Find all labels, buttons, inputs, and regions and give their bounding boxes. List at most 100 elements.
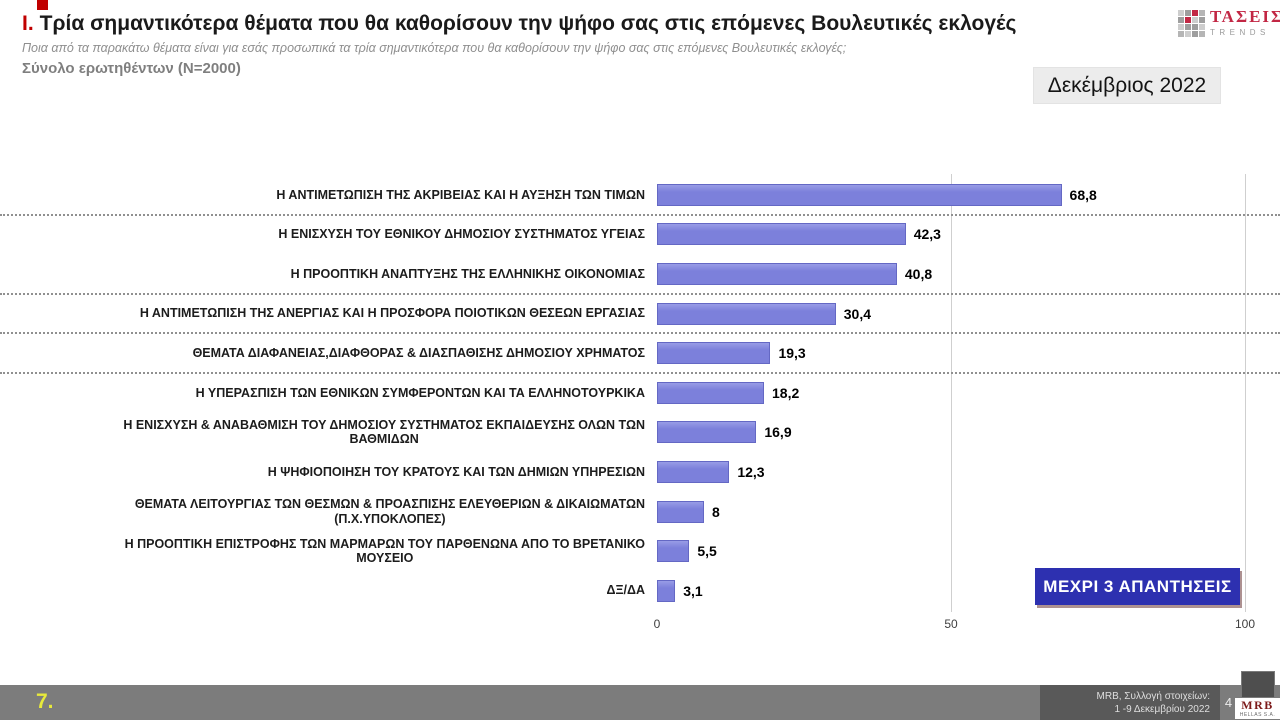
category-label: ΘΕΜΑΤΑ ΔΙΑΦΑΝΕΙΑΣ,ΔΙΑΦΘΟΡΑΣ & ΔΙΑΣΠΑΘΙΣΗ… — [192, 345, 645, 360]
bar — [657, 421, 757, 444]
category-label-cell: ΘΕΜΑΤΑ ΛΕΙΤΟΥΡΓΙΑΣ ΤΩΝ ΘΕΣΜΩΝ & ΠΡΟΑΣΠΙΣ… — [0, 497, 657, 526]
category-label: Η ΨΗΦΙΟΠΟΙΗΣΗ ΤΟΥ ΚΡΑΤΟΥΣ ΚΑΙ ΤΩΝ ΔΗΜΙΩΝ… — [267, 464, 645, 479]
taseis-logo-sub: TRENDS — [1210, 28, 1270, 37]
category-label-cell: Η ΕΝΙΣΧΥΣΗ & ΑΝΑΒΑΘΜΙΣΗ ΤΟΥ ΔΗΜΟΣΙΟΥ ΣΥΣ… — [0, 418, 657, 447]
value-label: 16,9 — [764, 424, 792, 441]
bar — [657, 183, 1062, 206]
mosaic-square — [1185, 31, 1191, 37]
taseis-mosaic-icon — [1178, 10, 1205, 37]
value-label: 68,8 — [1069, 186, 1097, 203]
mrb-logo-textbox: MRB HELLAS S.A. — [1235, 698, 1280, 719]
category-label: Η ΥΠΕΡΑΣΠΙΣΗ ΤΩΝ ΕΘΝΙΚΩΝ ΣΥΜΦΕΡΟΝΤΩΝ ΚΑΙ… — [195, 385, 645, 400]
gridline-100 — [1245, 174, 1246, 612]
mosaic-square — [1178, 31, 1184, 37]
value-label: 30,4 — [843, 305, 871, 322]
title-prefix: Ι. — [22, 12, 34, 35]
mosaic-square — [1185, 17, 1191, 23]
chart-row: ΘΕΜΑΤΑ ΛΕΙΤΟΥΡΓΙΑΣ ΤΩΝ ΘΕΣΜΩΝ & ΠΡΟΑΣΠΙΣ… — [0, 492, 1280, 532]
bar — [657, 579, 676, 602]
bar — [657, 262, 897, 285]
bar — [657, 342, 771, 365]
mosaic-square — [1178, 10, 1184, 16]
x-axis-tick: 100 — [1234, 617, 1256, 631]
bar — [657, 302, 836, 325]
chart-row: ΔΞ/ΔΑ 3,1 — [0, 571, 1280, 611]
category-label-cell: Η ΥΠΕΡΑΣΠΙΣΗ ΤΩΝ ΕΘΝΙΚΩΝ ΣΥΜΦΕΡΟΝΤΩΝ ΚΑΙ… — [0, 386, 657, 401]
category-label: Η ΠΡΟΟΠΤΙΚΗ ΑΝΑΠΤΥΞΗΣ ΤΗΣ ΕΛΛΗΝΙΚΗΣ ΟΙΚΟ… — [290, 266, 645, 281]
mrb-logo-mark-icon — [1240, 671, 1275, 698]
question-subtitle: Ποια από τα παρακάτω θέματα είναι για εσ… — [22, 41, 847, 55]
mosaic-square — [1178, 17, 1184, 23]
bar — [657, 500, 705, 523]
value-label: 5,5 — [697, 543, 717, 560]
mosaic-square — [1185, 24, 1191, 30]
category-label-cell: Η ΠΡΟΟΠΤΙΚΗ ΑΝΑΠΤΥΞΗΣ ΤΗΣ ΕΛΛΗΝΙΚΗΣ ΟΙΚΟ… — [0, 267, 657, 282]
mosaic-square — [1199, 17, 1205, 23]
category-label: Η ΑΝΤΙΜΕΤΩΠΙΣΗ ΤΗΣ ΑΚΡΙΒΕΙΑΣ ΚΑΙ Η ΑΥΞΗΣ… — [276, 187, 645, 202]
mosaic-square — [1199, 31, 1205, 37]
category-label-cell: ΘΕΜΑΤΑ ΔΙΑΦΑΝΕΙΑΣ,ΔΙΑΦΘΟΡΑΣ & ΔΙΑΣΠΑΘΙΣΗ… — [0, 346, 657, 361]
chart-row: Η ΠΡΟΟΠΤΙΚΗ ΕΠΙΣΤΡΟΦΗΣ ΤΩΝ ΜΑΡΜΑΡΩΝ ΤΟΥ … — [0, 531, 1280, 571]
mrb-logo-sub: HELLAS S.A. — [1239, 712, 1276, 718]
sample-size-label: Σύνολο ερωτηθέντων (N=2000) — [22, 60, 241, 77]
page-number: 4 — [1224, 695, 1233, 710]
mosaic-square — [1192, 17, 1198, 23]
mrb-logo: MRB HELLAS S.A. — [1235, 671, 1280, 720]
footer-source-box: MRB, Συλλογή στοιχείων: 1 -9 Δεκεμβρίου … — [1040, 685, 1220, 720]
category-label-cell: Η ΠΡΟΟΠΤΙΚΗ ΕΠΙΣΤΡΟΦΗΣ ΤΩΝ ΜΑΡΜΑΡΩΝ ΤΟΥ … — [0, 537, 657, 566]
page-title: Ι. Τρία σημαντικότερα θέματα που θα καθορ… — [22, 12, 1162, 36]
chart-row: Η ΠΡΟΟΠΤΙΚΗ ΑΝΑΠΤΥΞΗΣ ΤΗΣ ΕΛΛΗΝΙΚΗΣ ΟΙΚΟ… — [0, 254, 1280, 294]
answers-limit-badge: ΜΕΧΡΙ 3 ΑΠΑΝΤΗΣΕΙΣ — [1035, 568, 1240, 605]
slide-number-marker: 7. — [36, 690, 54, 713]
category-label-cell: Η ΕΝΙΣΧΥΣΗ ΤΟΥ ΕΘΝΙΚΟΥ ΔΗΜΟΣΙΟΥ ΣΥΣΤΗΜΑΤ… — [0, 227, 657, 242]
value-label: 3,1 — [683, 582, 703, 599]
taseis-logo-text: ΤΑΣΕΙΣ TRENDS — [1210, 7, 1280, 38]
mosaic-square — [1192, 24, 1198, 30]
category-label: ΘΕΜΑΤΑ ΛΕΙΤΟΥΡΓΙΑΣ ΤΩΝ ΘΕΣΜΩΝ & ΠΡΟΑΣΠΙΣ… — [134, 497, 645, 526]
chart-row: Η ΕΝΙΣΧΥΣΗ ΤΟΥ ΕΘΝΙΚΟΥ ΔΗΜΟΣΙΟΥ ΣΥΣΤΗΜΑΤ… — [0, 215, 1280, 255]
value-label: 12,3 — [737, 463, 765, 480]
bar — [657, 540, 690, 563]
footer-source-line2: 1 -9 Δεκεμβρίου 2022 — [1114, 703, 1210, 715]
category-label-cell: ΔΞ/ΔΑ — [0, 583, 657, 598]
date-badge: Δεκέμβριος 2022 — [1033, 67, 1221, 104]
category-label-cell: Η ΑΝΤΙΜΕΤΩΠΙΣΗ ΤΗΣ ΑΚΡΙΒΕΙΑΣ ΚΑΙ Η ΑΥΞΗΣ… — [0, 188, 657, 203]
value-label: 40,8 — [904, 265, 933, 282]
mosaic-square — [1199, 24, 1205, 30]
value-label: 42,3 — [913, 226, 941, 243]
chart-row: Η ΨΗΦΙΟΠΟΙΗΣΗ ΤΟΥ ΚΡΑΤΟΥΣ ΚΑΙ ΤΩΝ ΔΗΜΙΩΝ… — [0, 452, 1280, 492]
bar — [657, 460, 730, 483]
category-label: Η ΠΡΟΟΠΤΙΚΗ ΕΠΙΣΤΡΟΦΗΣ ΤΩΝ ΜΑΡΜΑΡΩΝ ΤΟΥ … — [124, 536, 645, 566]
category-label: Η ΑΝΤΙΜΕΤΩΠΙΣΗ ΤΗΣ ΑΝΕΡΓΙΑΣ ΚΑΙ Η ΠΡΟΣΦΟ… — [139, 306, 645, 321]
bar — [657, 381, 765, 404]
mosaic-square — [1178, 24, 1184, 30]
title-text: Τρία σημαντικότερα θέματα που θα καθορίσ… — [39, 12, 1017, 35]
value-label: 8 — [712, 503, 720, 520]
bar-chart: Η ΑΝΤΙΜΕΤΩΠΙΣΗ ΤΗΣ ΑΚΡΙΒΕΙΑΣ ΚΑΙ Η ΑΥΞΗΣ… — [0, 175, 1280, 611]
taseis-logo: ΤΑΣΕΙΣ TRENDS — [1178, 8, 1280, 37]
x-axis-tick: 0 — [653, 617, 661, 631]
mosaic-square — [1199, 10, 1205, 16]
red-accent-mark — [37, 0, 48, 10]
category-label: Η ΕΝΙΣΧΥΣΗ ΤΟΥ ΕΘΝΙΚΟΥ ΔΗΜΟΣΙΟΥ ΣΥΣΤΗΜΑΤ… — [278, 227, 645, 242]
mosaic-square — [1192, 10, 1198, 16]
chart-row: Η ΑΝΤΙΜΕΤΩΠΙΣΗ ΤΗΣ ΑΝΕΡΓΙΑΣ ΚΑΙ Η ΠΡΟΣΦΟ… — [0, 294, 1280, 334]
category-label: ΔΞ/ΔΑ — [606, 583, 645, 598]
category-label: Η ΕΝΙΣΧΥΣΗ & ΑΝΑΒΑΘΜΙΣΗ ΤΟΥ ΔΗΜΟΣΙΟΥ ΣΥΣ… — [123, 417, 645, 447]
taseis-logo-name: ΤΑΣΕΙΣ — [1210, 7, 1280, 26]
x-axis-tick: 50 — [944, 617, 958, 631]
bar — [657, 223, 906, 246]
category-label-cell: Η ΨΗΦΙΟΠΟΙΗΣΗ ΤΟΥ ΚΡΑΤΟΥΣ ΚΑΙ ΤΩΝ ΔΗΜΙΩΝ… — [0, 465, 657, 480]
mosaic-square — [1192, 31, 1198, 37]
footer-source-line1: MRB, Συλλογή στοιχείων: — [1096, 690, 1210, 702]
mosaic-square — [1185, 10, 1191, 16]
value-label: 18,2 — [772, 384, 800, 401]
chart-row: Η ΥΠΕΡΑΣΠΙΣΗ ΤΩΝ ΕΘΝΙΚΩΝ ΣΥΜΦΕΡΟΝΤΩΝ ΚΑΙ… — [0, 373, 1280, 413]
gridline-50 — [951, 174, 952, 612]
mrb-logo-name: MRB — [1241, 698, 1274, 712]
chart-row: Η ΕΝΙΣΧΥΣΗ & ΑΝΑΒΑΘΜΙΣΗ ΤΟΥ ΔΗΜΟΣΙΟΥ ΣΥΣ… — [0, 413, 1280, 453]
value-label: 19,3 — [778, 345, 806, 362]
chart-row: Η ΑΝΤΙΜΕΤΩΠΙΣΗ ΤΗΣ ΑΚΡΙΒΕΙΑΣ ΚΑΙ Η ΑΥΞΗΣ… — [0, 175, 1280, 215]
category-label-cell: Η ΑΝΤΙΜΕΤΩΠΙΣΗ ΤΗΣ ΑΝΕΡΓΙΑΣ ΚΑΙ Η ΠΡΟΣΦΟ… — [0, 306, 657, 321]
